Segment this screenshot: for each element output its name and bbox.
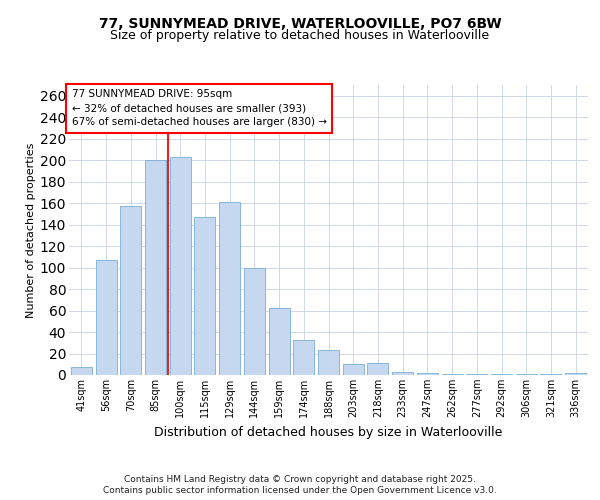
Bar	[269, 308, 290, 375]
Bar	[318, 350, 339, 375]
Bar	[71, 368, 92, 375]
Bar	[95, 260, 116, 375]
X-axis label: Distribution of detached houses by size in Waterlooville: Distribution of detached houses by size …	[154, 426, 503, 438]
Text: Contains HM Land Registry data © Crown copyright and database right 2025.: Contains HM Land Registry data © Crown c…	[124, 475, 476, 484]
Bar	[219, 202, 240, 375]
Bar	[120, 206, 141, 375]
Bar	[145, 160, 166, 375]
Bar	[367, 363, 388, 375]
Bar	[417, 373, 438, 375]
Bar	[541, 374, 562, 375]
Bar	[491, 374, 512, 375]
Bar	[293, 340, 314, 375]
Bar	[244, 268, 265, 375]
Bar	[565, 373, 586, 375]
Bar	[170, 157, 191, 375]
Bar	[516, 374, 537, 375]
Bar	[343, 364, 364, 375]
Bar	[194, 217, 215, 375]
Text: Size of property relative to detached houses in Waterlooville: Size of property relative to detached ho…	[110, 29, 490, 42]
Text: 77 SUNNYMEAD DRIVE: 95sqm
← 32% of detached houses are smaller (393)
67% of semi: 77 SUNNYMEAD DRIVE: 95sqm ← 32% of detac…	[71, 90, 326, 128]
Bar	[392, 372, 413, 375]
Y-axis label: Number of detached properties: Number of detached properties	[26, 142, 35, 318]
Bar	[442, 374, 463, 375]
Bar	[466, 374, 487, 375]
Text: Contains public sector information licensed under the Open Government Licence v3: Contains public sector information licen…	[103, 486, 497, 495]
Text: 77, SUNNYMEAD DRIVE, WATERLOOVILLE, PO7 6BW: 77, SUNNYMEAD DRIVE, WATERLOOVILLE, PO7 …	[98, 18, 502, 32]
